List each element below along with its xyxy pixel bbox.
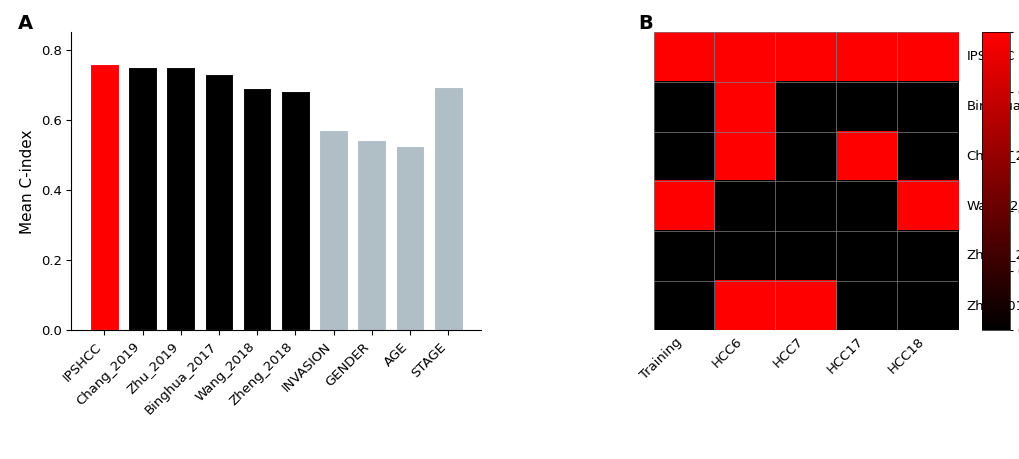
Bar xyxy=(433,87,462,330)
Bar xyxy=(243,88,271,330)
Bar xyxy=(166,67,195,330)
Bar xyxy=(128,67,157,330)
Text: Wang_2018: Wang_2018 xyxy=(966,200,1019,213)
Bar xyxy=(319,130,347,330)
Text: Zhu_2019: Zhu_2019 xyxy=(966,299,1019,312)
Bar xyxy=(205,73,233,330)
Text: B: B xyxy=(638,14,652,33)
Bar xyxy=(90,64,118,330)
Bar xyxy=(395,146,424,330)
Text: Zheng_2018: Zheng_2018 xyxy=(966,249,1019,263)
Y-axis label: Mean C-index: Mean C-index xyxy=(20,129,35,234)
Text: IPSHCC: IPSHCC xyxy=(966,50,1014,63)
Bar xyxy=(281,91,310,330)
Text: Binghua_2017: Binghua_2017 xyxy=(966,100,1019,113)
Bar xyxy=(357,140,386,330)
Text: A: A xyxy=(18,14,34,33)
Text: Chang_2019: Chang_2019 xyxy=(966,150,1019,163)
